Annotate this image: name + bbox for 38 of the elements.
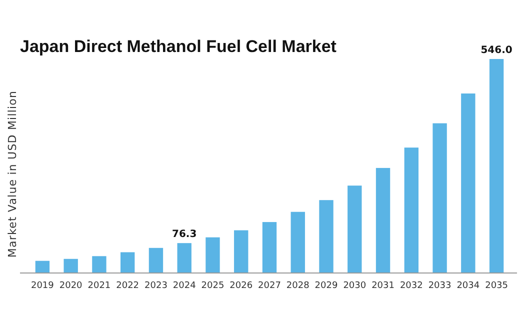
bar bbox=[177, 243, 192, 273]
bar bbox=[120, 252, 135, 273]
bar bbox=[262, 222, 277, 273]
x-tick-label: 2026 bbox=[230, 281, 253, 291]
bar bbox=[148, 248, 164, 273]
bar bbox=[35, 260, 50, 273]
bar bbox=[64, 258, 78, 273]
x-tick-label: 2033 bbox=[428, 281, 452, 291]
data-label: 76.3 bbox=[172, 229, 197, 240]
bar bbox=[348, 186, 362, 273]
chart-title: Japan Direct Methanol Fuel Cell Market bbox=[20, 37, 337, 56]
x-tick-label: 2029 bbox=[314, 281, 338, 291]
bar bbox=[404, 148, 419, 273]
x-tick-label: 2020 bbox=[59, 281, 83, 291]
bar bbox=[319, 200, 334, 273]
x-tick-label: 2034 bbox=[456, 281, 480, 291]
x-tick-label: 2032 bbox=[400, 281, 423, 291]
bar bbox=[234, 230, 248, 273]
x-tick-label: 2031 bbox=[372, 281, 394, 291]
x-tick-label: 2025 bbox=[201, 281, 224, 291]
data-label: 546.0 bbox=[480, 45, 512, 56]
x-tick-label: 2021 bbox=[88, 281, 111, 291]
bar bbox=[489, 59, 504, 273]
x-tick-label: 2028 bbox=[286, 281, 310, 291]
bar bbox=[92, 256, 106, 273]
bar bbox=[376, 168, 390, 273]
x-tick-label: 2027 bbox=[258, 281, 281, 291]
bar bbox=[461, 93, 476, 273]
x-tick-label: 2019 bbox=[30, 281, 54, 291]
bar bbox=[206, 237, 220, 273]
x-tick-label: 2035 bbox=[485, 281, 508, 291]
y-axis-title: Market Value in USD Million bbox=[6, 90, 19, 258]
x-tick-label: 2030 bbox=[343, 281, 366, 291]
x-tick-label: 2023 bbox=[144, 281, 168, 291]
x-tick-label: 2022 bbox=[116, 281, 140, 291]
x-tick-label: 2024 bbox=[172, 281, 196, 291]
bar bbox=[290, 212, 305, 273]
bar bbox=[432, 123, 447, 273]
